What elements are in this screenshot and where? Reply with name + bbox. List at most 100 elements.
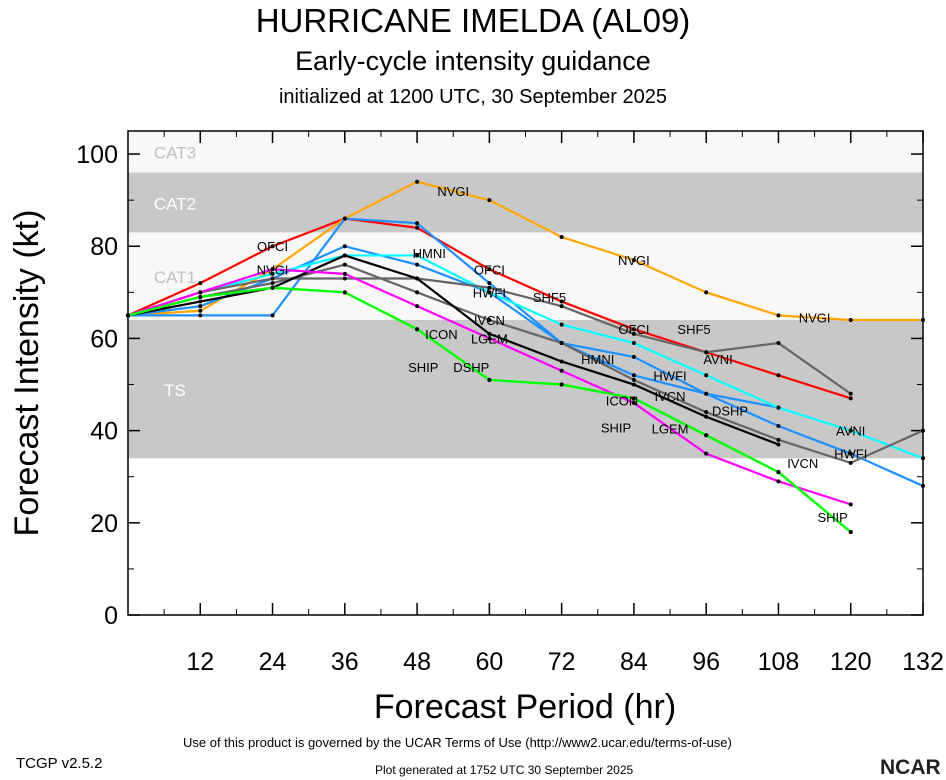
data-point-ivcn — [776, 437, 781, 442]
data-point-ship — [776, 470, 781, 475]
data-point-hwfi — [198, 304, 203, 309]
series-label-lgem: LGEM — [652, 421, 689, 436]
data-point-hwfi — [848, 451, 853, 456]
data-point-icon — [631, 382, 636, 387]
data-point-hmni — [198, 313, 203, 318]
series-label-ofci: OFCI — [257, 239, 288, 254]
y-tick-label: 0 — [104, 602, 118, 630]
data-point-shf5 — [776, 341, 781, 346]
data-point-ship — [631, 396, 636, 401]
data-point-shf5 — [559, 304, 564, 309]
init-time: initialized at 1200 UTC, 30 September 20… — [278, 86, 667, 108]
series-label-dshp: DSHP — [453, 360, 489, 375]
data-point-ivcn — [559, 341, 564, 346]
data-point-nvgi — [704, 290, 709, 295]
data-point-avni — [415, 253, 420, 258]
data-point-ship — [559, 382, 564, 387]
data-point-avni — [559, 322, 564, 327]
data-point-hwfi — [415, 262, 420, 267]
data-point-ofci — [848, 396, 853, 401]
data-point-avni — [631, 341, 636, 346]
data-point-ivcn — [270, 281, 275, 286]
series-label-hwfi: HWFI — [834, 447, 867, 462]
data-point-lgem — [198, 290, 203, 295]
series-label-nvgi: NVGI — [618, 253, 650, 268]
data-point-ivcn — [342, 262, 347, 267]
data-point-ship — [126, 313, 130, 318]
series-label-hwfi: HWFI — [473, 285, 506, 300]
data-point-lgem — [415, 304, 420, 309]
band-label: CAT3 — [154, 144, 196, 163]
data-point-ivcn — [415, 290, 420, 295]
data-point-icon — [559, 359, 564, 364]
data-point-avni — [776, 405, 781, 410]
series-label-hwfi: HWFI — [653, 368, 686, 383]
y-tick-label: 20 — [90, 510, 118, 538]
series-label-dshp: DSHP — [712, 404, 748, 419]
data-point-ivcn — [487, 317, 492, 322]
data-point-hwfi — [342, 244, 347, 249]
series-label-ship: SHIP — [601, 421, 631, 436]
chart-title: HURRICANE IMELDA (AL09) — [255, 2, 691, 39]
data-point-ship — [487, 377, 492, 382]
data-point-icon — [198, 299, 203, 304]
series-label-avni: AVNI — [836, 424, 865, 439]
ncar-logo: NCAR — [880, 756, 941, 779]
series-line-ivcn — [127, 263, 924, 465]
data-point-shf5 — [631, 331, 636, 336]
band-label: TS — [164, 381, 186, 400]
x-tick-label: 72 — [548, 648, 576, 676]
band-cat2 — [128, 172, 923, 233]
data-point-shf5 — [848, 391, 853, 396]
data-point-nvgi — [848, 317, 853, 322]
data-point-nvgi — [921, 317, 925, 322]
band-label: CAT1 — [154, 268, 196, 287]
series-label-icon: ICON — [606, 394, 639, 409]
x-tick-label: 108 — [758, 648, 800, 676]
data-point-nvgi — [198, 308, 203, 313]
data-point-ivcn — [631, 377, 636, 382]
series-label-nvgi: NVGI — [257, 262, 289, 277]
x-tick-label: 24 — [259, 648, 287, 676]
version-label: TCGP v2.5.2 — [16, 755, 103, 772]
series-label-ofci: OFCI — [474, 262, 505, 277]
series-label-avni: AVNI — [703, 352, 732, 367]
series-label-lgem: LGEM — [471, 331, 508, 346]
data-point-icon — [704, 414, 709, 419]
series-line-avni — [127, 254, 924, 460]
bands-layer — [128, 131, 923, 459]
series-label-ivcn: IVCN — [474, 313, 505, 328]
series-label-ivcn: IVCN — [655, 389, 686, 404]
series-label-nvgi: NVGI — [437, 184, 469, 199]
data-point-lgem — [342, 271, 347, 276]
data-point-lgem — [704, 451, 709, 456]
series-label-icon: ICON — [425, 327, 458, 342]
data-point-lgem — [270, 267, 275, 272]
data-point-ofci — [631, 327, 636, 332]
series-line-hmni — [128, 217, 779, 409]
series-line-icon — [127, 254, 779, 446]
data-point-shf5 — [270, 276, 275, 281]
data-point-icon — [415, 276, 420, 281]
y-tick-label: 60 — [90, 325, 118, 353]
x-tick-label: 48 — [403, 648, 431, 676]
data-point-ivcn — [704, 410, 709, 415]
data-point-lgem — [487, 336, 492, 341]
data-point-avni — [848, 428, 853, 433]
band-label: CAT2 — [154, 194, 196, 213]
data-point-lgem — [776, 479, 781, 484]
data-point-nvgi — [631, 258, 636, 263]
data-point-icon — [776, 442, 781, 447]
data-point-ship — [415, 327, 420, 332]
data-point-shf5 — [342, 276, 347, 281]
x-tick-label: 60 — [475, 648, 503, 676]
data-point-avni — [921, 456, 925, 461]
data-point-ivcn — [921, 428, 925, 433]
data-point-lgem — [559, 368, 564, 373]
y-axis-label: Forecast Intensity (kt) — [8, 210, 46, 537]
data-point-hwfi — [631, 354, 636, 359]
terms-notice: Use of this product is governed by the U… — [183, 735, 732, 750]
x-axis-label: Forecast Period (hr) — [374, 688, 676, 726]
data-point-hwfi — [776, 424, 781, 429]
